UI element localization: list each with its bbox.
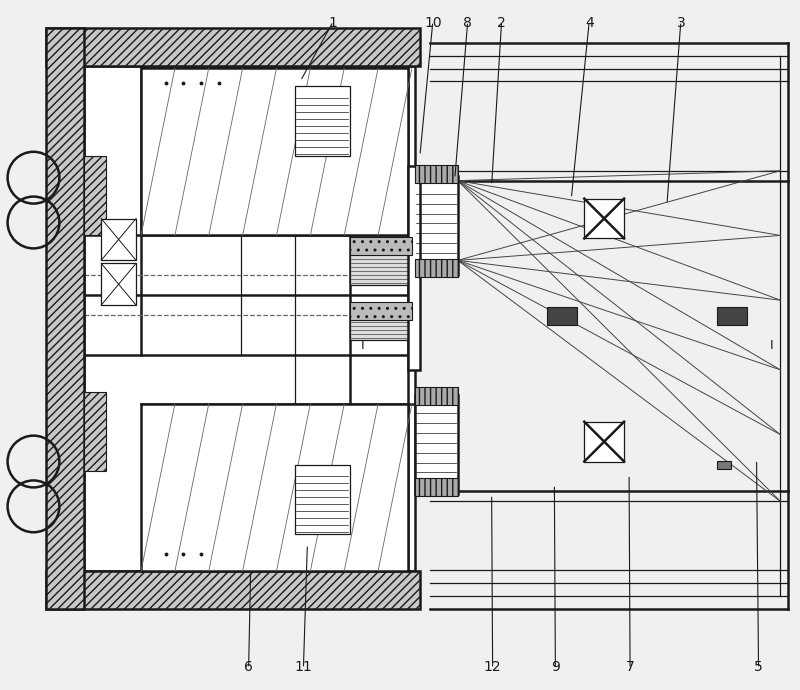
Bar xyxy=(350,302,412,320)
Bar xyxy=(350,308,410,340)
Text: 5: 5 xyxy=(754,660,763,673)
Text: 12: 12 xyxy=(484,660,502,673)
Bar xyxy=(415,165,458,183)
Text: 9: 9 xyxy=(551,660,560,673)
Text: 3: 3 xyxy=(677,17,686,30)
Bar xyxy=(350,253,410,285)
Bar xyxy=(717,307,746,325)
Text: 6: 6 xyxy=(244,660,253,673)
Bar xyxy=(584,422,624,462)
Bar xyxy=(46,28,420,66)
Bar xyxy=(350,237,412,255)
Bar xyxy=(84,392,106,471)
Bar xyxy=(415,478,458,496)
Text: 2: 2 xyxy=(498,17,506,30)
Text: 11: 11 xyxy=(294,660,312,673)
Bar xyxy=(295,464,350,534)
Text: 7: 7 xyxy=(626,660,634,673)
Bar xyxy=(46,571,420,609)
Bar xyxy=(141,404,408,571)
Bar xyxy=(717,460,730,469)
Text: 10: 10 xyxy=(424,17,442,30)
Text: 8: 8 xyxy=(463,17,472,30)
Bar xyxy=(415,395,458,495)
Bar xyxy=(408,166,420,370)
Bar xyxy=(584,199,624,239)
Text: 1: 1 xyxy=(329,17,338,30)
Bar xyxy=(84,66,415,571)
Bar xyxy=(415,176,458,275)
Bar xyxy=(102,219,136,260)
Text: I: I xyxy=(360,339,364,351)
Bar xyxy=(102,264,136,305)
Bar xyxy=(84,156,106,235)
Bar xyxy=(415,387,458,405)
Text: I: I xyxy=(770,339,774,351)
Bar xyxy=(46,28,84,609)
Bar xyxy=(295,86,350,156)
Text: 4: 4 xyxy=(585,17,594,30)
Bar xyxy=(141,68,408,235)
Bar xyxy=(415,259,458,277)
Bar xyxy=(547,307,578,325)
